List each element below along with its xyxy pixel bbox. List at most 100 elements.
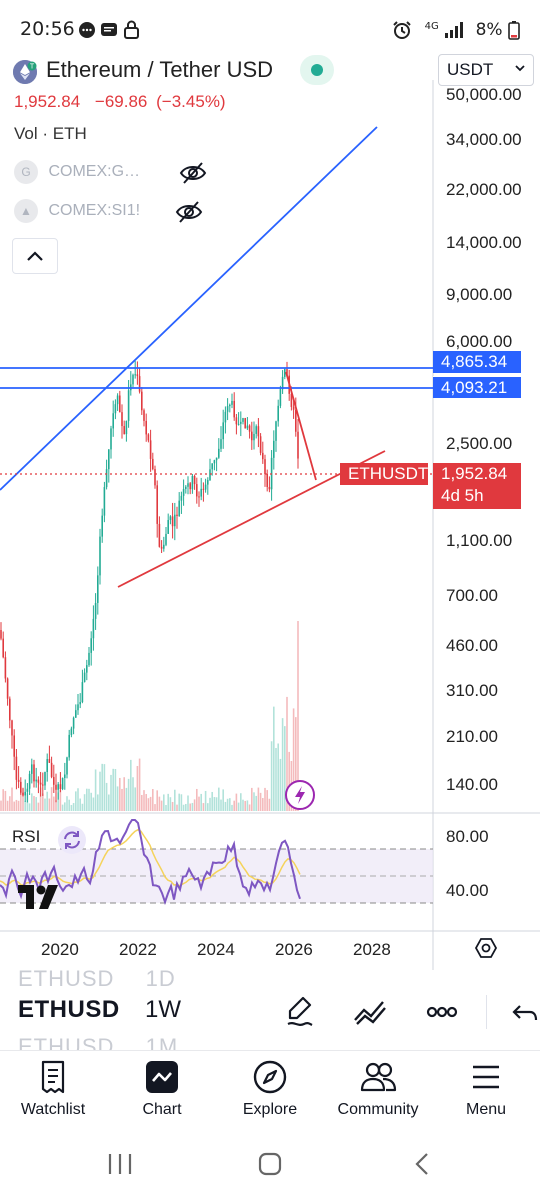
price-axis-label: 9,000.00 bbox=[446, 285, 512, 304]
volume-bar bbox=[31, 793, 33, 811]
interval-selector[interactable]: 1W bbox=[145, 996, 181, 1023]
rsi-legend[interactable]: RSI bbox=[12, 827, 41, 846]
candle-body bbox=[138, 376, 141, 392]
eye-hidden-icon[interactable] bbox=[174, 199, 204, 230]
volume-bar bbox=[64, 802, 66, 811]
signal-icon bbox=[445, 22, 464, 38]
battery-percent: 8% bbox=[475, 20, 503, 40]
volume-bar bbox=[268, 798, 271, 811]
candle-body bbox=[187, 483, 189, 487]
chart-settings-button[interactable] bbox=[468, 936, 504, 964]
indicator-row-silver[interactable]: ▲ COMEX:SI1! bbox=[14, 199, 140, 227]
candle-body bbox=[0, 630, 2, 639]
candle-body bbox=[39, 782, 42, 785]
volume-bar bbox=[171, 801, 174, 811]
candle-body bbox=[28, 773, 31, 789]
symbol-title[interactable]: Ethereum / Tether USD bbox=[46, 57, 274, 82]
volume-bar bbox=[68, 799, 70, 811]
recent-apps-button[interactable] bbox=[107, 1152, 133, 1181]
volume-bar bbox=[61, 804, 64, 811]
trendline-red-resistance[interactable] bbox=[285, 371, 317, 481]
volume-bar bbox=[273, 706, 275, 811]
price-axis-label: 14,000.00 bbox=[446, 233, 522, 252]
currency-value: USDT bbox=[447, 60, 494, 79]
indicator-label: COMEX:SI1! bbox=[48, 202, 141, 219]
price-tag-upper: 4,865.34 bbox=[433, 351, 521, 373]
symbol-ghost: ETHUSD bbox=[18, 966, 115, 988]
candle-body bbox=[295, 409, 297, 432]
price-chart[interactable]: 50,000.00 34,000.00 22,000.00 14,000.00 9,00… bbox=[0, 80, 540, 970]
volume-legend[interactable]: Vol · ETH bbox=[14, 124, 87, 143]
candle-body bbox=[207, 480, 209, 485]
candle-body bbox=[26, 788, 29, 792]
candle-body bbox=[253, 433, 255, 441]
indicators-button[interactable] bbox=[350, 994, 390, 1030]
candle-body bbox=[290, 393, 293, 407]
volume-bar bbox=[0, 800, 2, 811]
nav-menu[interactable]: Menu bbox=[436, 1059, 536, 1119]
candle-body bbox=[136, 374, 139, 377]
candle-body bbox=[97, 575, 99, 603]
volume-bar bbox=[66, 796, 68, 811]
indicator-row-gold[interactable]: G COMEX:G… bbox=[14, 160, 140, 188]
volume-bar bbox=[288, 751, 290, 811]
nav-explore[interactable]: Explore bbox=[220, 1059, 320, 1119]
trendline-blue-diagonal[interactable] bbox=[0, 126, 378, 491]
back-button[interactable] bbox=[412, 1152, 432, 1181]
candle-body bbox=[101, 515, 103, 537]
candle-body bbox=[88, 652, 90, 666]
more-options-button[interactable] bbox=[422, 994, 462, 1030]
candle-body bbox=[185, 486, 187, 490]
eye-hidden-icon[interactable] bbox=[178, 160, 208, 191]
symbol-selector[interactable]: ETHUSD bbox=[18, 996, 120, 1023]
refresh-icon[interactable] bbox=[58, 826, 86, 854]
candle-body bbox=[125, 420, 128, 435]
candle-body bbox=[231, 400, 233, 405]
volume-bar bbox=[53, 796, 55, 811]
candle-body bbox=[127, 390, 130, 421]
volume-bar bbox=[138, 758, 141, 811]
volume-bar bbox=[28, 803, 31, 811]
price-axis-label: 140.00 bbox=[446, 775, 498, 794]
nav-watchlist[interactable]: Watchlist bbox=[3, 1059, 103, 1119]
volume-bar bbox=[15, 799, 18, 811]
price-summary: 1,952.84 −69.86 (−3.45%) bbox=[14, 92, 236, 112]
candle-body bbox=[114, 404, 117, 414]
nav-community[interactable]: Community bbox=[328, 1059, 428, 1119]
volume-bar bbox=[167, 793, 169, 811]
volume-bar bbox=[213, 797, 216, 811]
nav-chart[interactable]: Chart bbox=[112, 1059, 212, 1119]
comex-gold-icon: G bbox=[14, 160, 38, 184]
volume-bar bbox=[215, 797, 218, 811]
collapse-legend-button[interactable] bbox=[12, 238, 58, 274]
drawing-tools-button[interactable] bbox=[280, 994, 320, 1030]
volume-bar bbox=[200, 793, 202, 811]
currency-select[interactable]: USDT bbox=[438, 54, 534, 86]
battery-icon bbox=[508, 21, 520, 40]
volume-bar bbox=[207, 803, 209, 811]
time-axis-2028: 2028 bbox=[353, 940, 391, 959]
volume-bar bbox=[244, 800, 246, 811]
volume-bar bbox=[39, 787, 42, 811]
candle-body bbox=[108, 449, 110, 470]
market-status-badge[interactable] bbox=[300, 55, 334, 85]
volume-bar bbox=[136, 766, 139, 811]
volume-bar bbox=[72, 803, 75, 811]
candle-body bbox=[165, 533, 167, 545]
volume-bar bbox=[281, 718, 284, 811]
home-button[interactable] bbox=[258, 1152, 282, 1181]
volume-bar bbox=[86, 788, 88, 811]
undo-button[interactable] bbox=[506, 994, 540, 1030]
volume-bar bbox=[99, 771, 101, 811]
candle-body bbox=[147, 434, 150, 441]
volume-bar bbox=[156, 790, 158, 811]
volume-bar bbox=[112, 768, 114, 811]
price-axis-label: 22,000.00 bbox=[446, 180, 522, 199]
interval-next-row[interactable]: ETHUSD 1M bbox=[18, 1034, 178, 1050]
candlesticks bbox=[0, 360, 299, 803]
bottom-navigation: Watchlist Chart Explore Co bbox=[0, 1050, 540, 1130]
candle-body bbox=[92, 618, 95, 639]
price-axis[interactable]: 50,000.00 34,000.00 22,000.00 14,000.00 9,00… bbox=[446, 85, 522, 794]
candle-body bbox=[178, 500, 180, 517]
interval-prev-row[interactable]: ETHUSD 1D bbox=[18, 962, 176, 988]
